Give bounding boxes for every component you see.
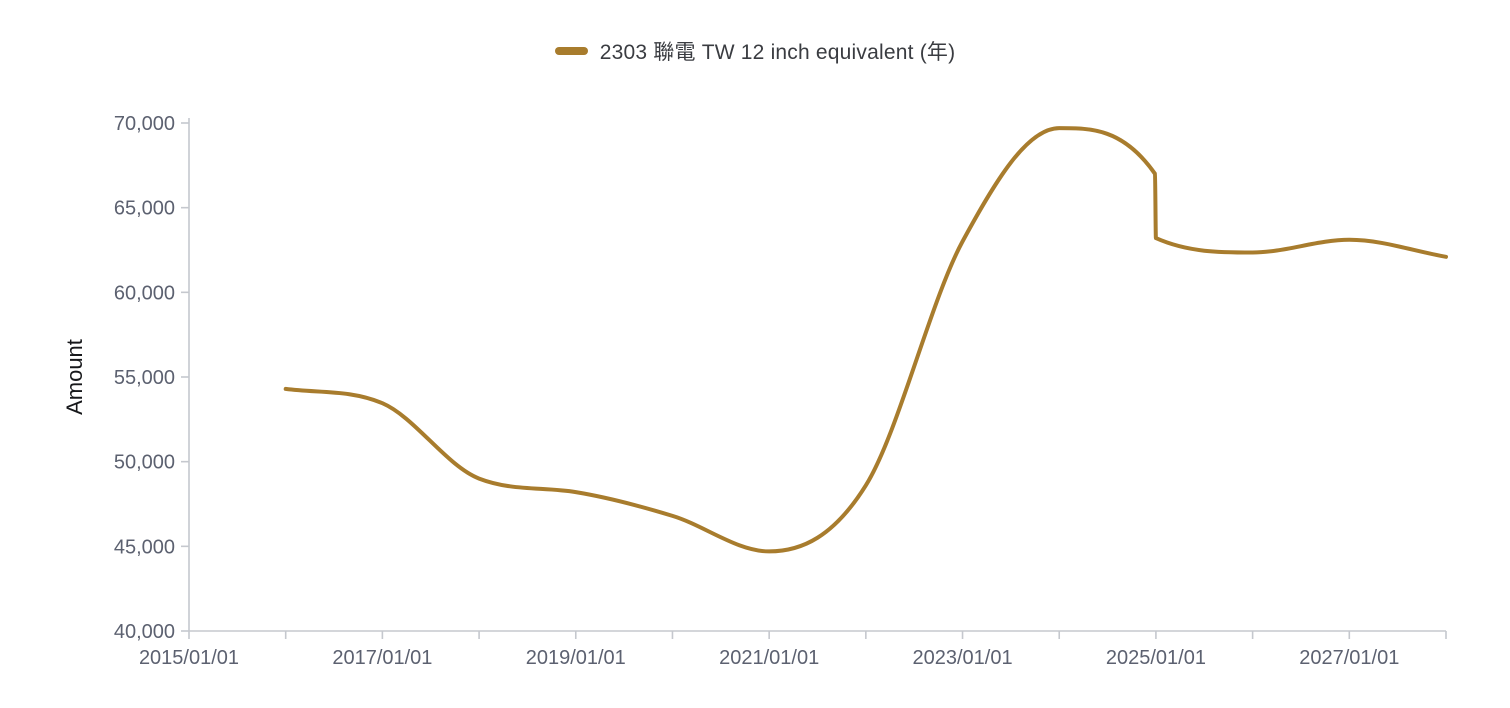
- y-tick-label: 65,000: [114, 198, 175, 220]
- legend-item[interactable]: 2303 聯電 TW 12 inch equivalent (年): [554, 36, 956, 66]
- x-tick-label: 2019/01/01: [526, 647, 626, 669]
- x-tick-label: 2017/01/01: [332, 647, 432, 669]
- series-line[interactable]: [283, 126, 1448, 554]
- y-tick-label: 60,000: [114, 282, 175, 304]
- x-tick-label: 2015/01/01: [139, 647, 239, 669]
- x-tick-label: 2023/01/01: [912, 647, 1012, 669]
- legend: 2303 聯電 TW 12 inch equivalent (年): [0, 38, 1510, 64]
- y-tick-label: 55,000: [114, 367, 175, 389]
- y-tick-label: 50,000: [114, 452, 175, 474]
- y-tick-label: 40,000: [114, 621, 175, 643]
- legend-item-label: 2303 聯電 TW 12 inch equivalent (年): [599, 41, 956, 64]
- x-tick-label: 2025/01/01: [1106, 647, 1206, 669]
- x-tick-label: 2021/01/01: [719, 647, 819, 669]
- legend-line-marker-icon: [554, 47, 588, 55]
- y-tick-label: 70,000: [114, 113, 175, 135]
- x-tick-label: 2027/01/01: [1299, 647, 1399, 669]
- y-tick-label: 45,000: [114, 536, 175, 558]
